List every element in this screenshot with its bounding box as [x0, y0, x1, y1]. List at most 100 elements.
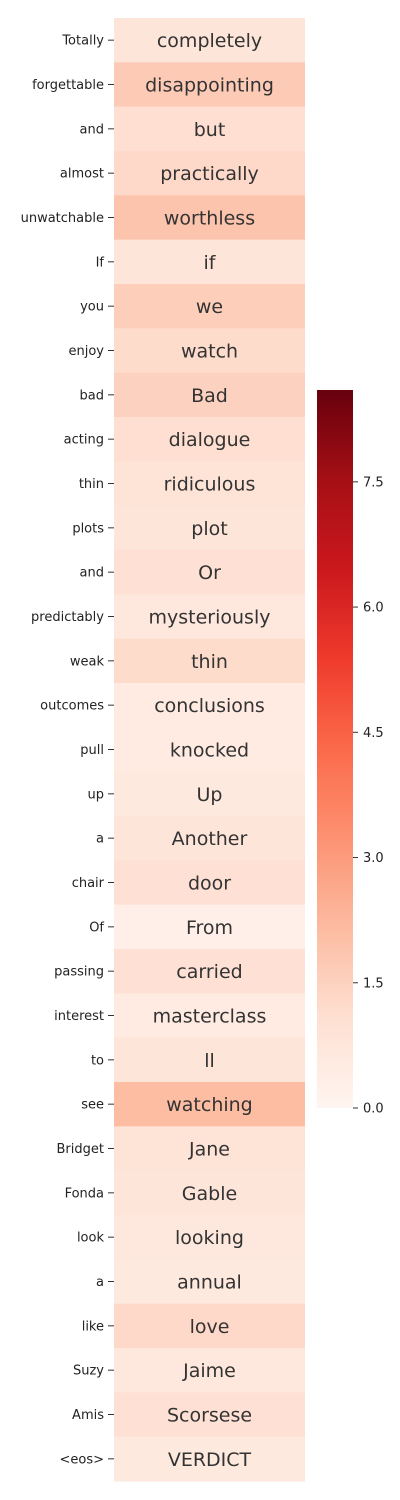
cell-label: Gable	[182, 1183, 237, 1205]
y-tick-label: weak	[70, 654, 105, 669]
heatmap-cell	[114, 1303, 305, 1349]
cell-label: From	[186, 917, 233, 939]
heatmap-cell	[114, 860, 305, 906]
y-tick-label: Fonda	[65, 1186, 104, 1201]
cell-label: worthless	[164, 208, 255, 230]
cell-label: practically	[160, 163, 259, 185]
cell-label: Up	[197, 784, 223, 806]
heatmap-cell	[114, 949, 305, 994]
cell-label: plot	[191, 518, 227, 540]
y-tick-label: passing	[54, 965, 104, 980]
y-tick-label: and	[80, 566, 104, 581]
y-tick-label: plots	[72, 521, 104, 536]
colorbar-gradient	[317, 390, 353, 1108]
cell-label: annual	[177, 1272, 242, 1294]
cell-label: Jaime	[182, 1360, 236, 1382]
y-tick-label: Amis	[72, 1408, 104, 1423]
heatmap-cell	[114, 151, 305, 196]
colorbar-tick-label: 4.5	[363, 726, 384, 741]
cell-label: thin	[191, 651, 228, 673]
y-tick-label: up	[88, 787, 105, 802]
y-tick-label: Of	[89, 920, 104, 935]
heatmap-cell	[114, 328, 305, 374]
y-tick-label: If	[96, 255, 105, 270]
heatmap-cell	[114, 106, 305, 152]
heatmap-cell	[114, 1348, 305, 1393]
heatmap-cell	[114, 18, 305, 63]
y-tick-label: outcomes	[40, 699, 104, 714]
heatmap-cell	[114, 550, 305, 595]
y-tick-label: a	[96, 1275, 104, 1290]
heatmap-cell	[114, 62, 305, 108]
heatmap-cell	[114, 461, 305, 507]
heatmap-cell	[114, 1215, 305, 1260]
cell-label: completely	[157, 30, 262, 52]
heatmap-cell	[114, 239, 305, 285]
y-tick-label: enjoy	[69, 344, 105, 359]
heatmap-cell	[114, 1037, 305, 1083]
colorbar-tick-label: 1.5	[363, 976, 384, 991]
heatmap-cell	[114, 993, 305, 1039]
heatmap-cell	[114, 1082, 305, 1127]
y-tick-label: unwatchable	[21, 211, 104, 226]
y-tick-label: thin	[79, 477, 104, 492]
heatmap-cell	[114, 904, 305, 950]
cell-label: Jane	[188, 1139, 230, 1161]
cell-label: ll	[204, 1050, 215, 1072]
cell-label: watching	[166, 1094, 253, 1116]
cell-label: disappointing	[145, 75, 274, 97]
y-tick-label: Totally	[61, 34, 104, 49]
heatmap-cell	[114, 771, 305, 817]
y-tick-label: chair	[72, 876, 105, 891]
cell-label: Bad	[191, 385, 228, 407]
heatmap-cell	[114, 1126, 305, 1172]
heatmap-cell	[114, 727, 305, 773]
y-tick-label: like	[82, 1319, 104, 1334]
cell-label: Scorsese	[167, 1405, 252, 1427]
heatmap-cell	[114, 1392, 305, 1438]
colorbar-tick-label: 6.0	[363, 601, 384, 616]
cell-label: VERDICT	[168, 1449, 252, 1471]
cell-label: knocked	[170, 740, 249, 762]
y-tick-label: interest	[54, 1009, 104, 1024]
colorbar-tick-label: 7.5	[363, 475, 384, 490]
y-tick-label: you	[80, 300, 104, 315]
heatmap-grid: completely disappointing but practically wor…	[114, 18, 305, 1482]
y-tick-label: Suzy	[73, 1364, 104, 1379]
cell-label: mysteriously	[149, 607, 271, 629]
heatmap-cell	[114, 1436, 305, 1482]
cell-label: dialogue	[169, 429, 251, 451]
cell-label: Another	[172, 828, 248, 850]
cell-label: watch	[181, 341, 238, 363]
cell-label: we	[196, 296, 223, 318]
y-tick-label: pull	[80, 743, 104, 758]
y-tick-label: <eos>	[59, 1452, 104, 1467]
heatmap-cell	[114, 1170, 305, 1216]
y-tick-label: a	[96, 832, 104, 847]
y-tick-label: predictably	[31, 610, 104, 625]
cell-label: but	[194, 119, 226, 141]
colorbar-tick-label: 0.0	[363, 1102, 384, 1117]
cell-label: ridiculous	[164, 474, 256, 496]
heatmap-cell	[114, 505, 305, 551]
cell-label: Or	[198, 562, 221, 584]
y-tick-label: and	[80, 122, 104, 137]
heatmap-cell	[114, 638, 305, 684]
y-axis: Totally forgettable and almost unwatchable If…	[21, 34, 114, 1467]
heatmap-cell	[114, 594, 305, 640]
cell-label: carried	[176, 961, 242, 983]
heatmap-cell	[114, 683, 305, 728]
colorbar-tick-label: 3.0	[363, 851, 384, 866]
heatmap-cell	[114, 417, 305, 462]
y-tick-label: to	[91, 1053, 104, 1068]
y-tick-label: forgettable	[32, 78, 104, 93]
cell-label: door	[188, 873, 231, 895]
y-tick-label: look	[77, 1231, 105, 1246]
heatmap-cell	[114, 1259, 305, 1305]
cell-label: if	[204, 252, 217, 274]
y-tick-label: Bridget	[57, 1142, 104, 1157]
y-tick-label: bad	[80, 388, 104, 403]
heatmap-cell	[114, 816, 305, 861]
heatmap-cell	[114, 195, 305, 241]
